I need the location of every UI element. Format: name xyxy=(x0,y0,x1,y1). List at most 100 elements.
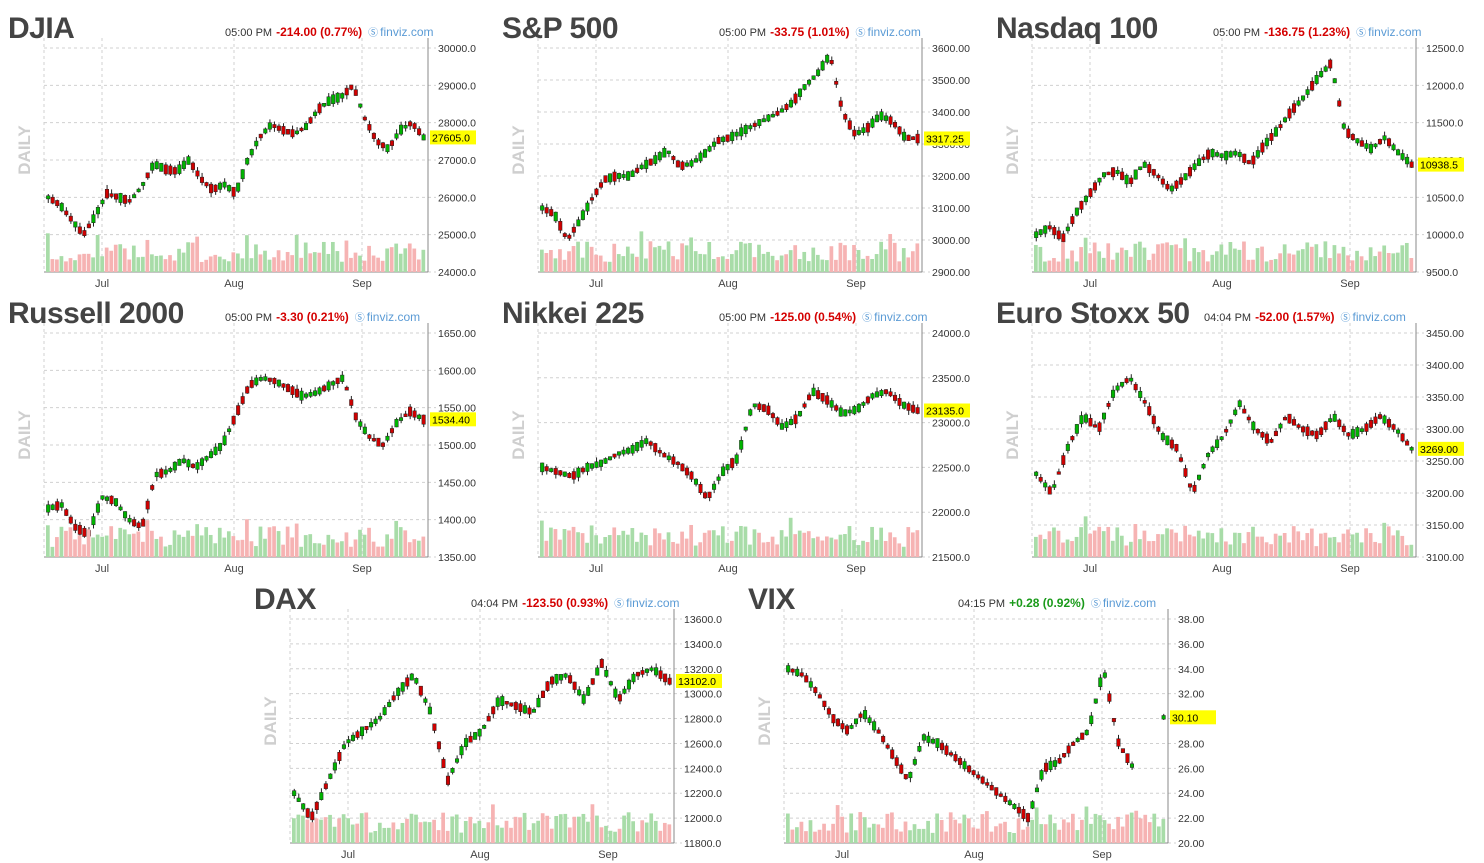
candle-body xyxy=(617,173,622,179)
volume-bar xyxy=(319,819,323,843)
volume-bar xyxy=(308,253,313,272)
volume-bar xyxy=(790,829,795,843)
chart-svg: 13600.013400.013200.013000.012800.012600… xyxy=(261,609,722,861)
candle-body xyxy=(1133,169,1138,180)
volume-bar xyxy=(689,524,694,557)
candle-body xyxy=(1396,149,1401,156)
candle-body xyxy=(788,99,793,108)
candle-body xyxy=(337,752,342,761)
volume-bar xyxy=(549,828,554,843)
candle-body xyxy=(1310,430,1315,436)
volume-bar xyxy=(1251,526,1255,557)
candle-body xyxy=(1387,138,1392,147)
volume-bar xyxy=(743,526,748,557)
volume-bar xyxy=(607,261,612,272)
volume-bar xyxy=(1404,242,1409,272)
volume-bar xyxy=(398,527,403,557)
volume-bar xyxy=(843,245,847,272)
candle-body xyxy=(730,131,735,142)
candle-body xyxy=(1129,763,1134,768)
volume-bar xyxy=(906,257,911,272)
volume-bar xyxy=(1183,238,1188,272)
candle-body xyxy=(1102,412,1107,420)
candle-body xyxy=(1138,390,1143,398)
volume-bar xyxy=(1187,534,1192,557)
candle-body xyxy=(847,409,852,414)
candle-body xyxy=(141,182,146,186)
volume-bar xyxy=(104,535,109,557)
candle-body xyxy=(1080,732,1085,740)
candle-body xyxy=(689,471,694,480)
volume-bar xyxy=(1391,253,1396,272)
volume-bar xyxy=(1328,537,1332,557)
volume-bar xyxy=(784,536,789,557)
volume-bar xyxy=(580,257,585,272)
volume-bar xyxy=(1296,531,1301,557)
candle-body xyxy=(399,124,404,135)
volume-bar xyxy=(844,832,849,843)
y-tick-label: 3350.00 xyxy=(1426,392,1464,404)
chart-svg: 3450.003400.003350.003300.003250.003200.… xyxy=(1003,323,1464,575)
candle-body xyxy=(902,131,907,141)
volume-bar xyxy=(1242,543,1246,557)
volume-bar xyxy=(576,241,580,272)
volume-bar xyxy=(1368,247,1373,272)
volume-bar xyxy=(639,532,644,557)
candle-body xyxy=(784,104,789,110)
candle-body xyxy=(635,442,640,452)
candle-body xyxy=(1165,183,1170,190)
candle-body xyxy=(906,134,911,141)
volume-bar xyxy=(272,526,276,557)
volume-bar xyxy=(367,527,371,557)
volume-bar xyxy=(477,820,482,843)
volume-bar xyxy=(50,546,55,557)
quote-time: 05:00 PM xyxy=(719,27,767,39)
candle-body xyxy=(1273,430,1278,437)
candle-body xyxy=(874,391,879,398)
candle-body xyxy=(757,119,762,126)
candle-body xyxy=(1350,134,1355,140)
volume-bar xyxy=(631,821,636,843)
volume-bar xyxy=(912,824,917,843)
candle-body xyxy=(1097,177,1102,183)
candle-body xyxy=(396,687,401,696)
y-tick-label: 20.00 xyxy=(1178,838,1204,850)
candle-body xyxy=(394,419,399,428)
candle-body xyxy=(684,467,689,476)
volume-bar xyxy=(585,241,589,272)
y-tick-label: 1350.00 xyxy=(438,552,476,564)
volume-bar xyxy=(590,804,595,843)
volume-bar xyxy=(423,821,427,843)
candle-body xyxy=(1233,409,1238,415)
volume-bar xyxy=(414,814,418,843)
volume-bar xyxy=(122,529,127,557)
candle-body xyxy=(1215,439,1220,448)
volume-bar xyxy=(870,259,874,272)
last-price-label: 3269.00 xyxy=(1420,444,1458,456)
candle-body xyxy=(843,114,848,120)
candle-body xyxy=(852,129,857,137)
candle-body xyxy=(1319,427,1324,435)
volume-bar xyxy=(82,544,86,557)
volume-bar xyxy=(407,542,412,557)
volume-bar xyxy=(317,252,322,272)
candle-body xyxy=(118,506,123,511)
quote-time: 05:00 PM xyxy=(225,27,273,39)
candle-body xyxy=(340,93,345,99)
candle-body xyxy=(577,689,582,696)
y-tick-label: 22500.0 xyxy=(932,462,970,474)
candle-body xyxy=(680,463,685,472)
y-tick-label: 12000.0 xyxy=(1426,80,1464,92)
volume-bar xyxy=(1043,261,1047,272)
candle-body xyxy=(958,757,963,765)
volume-bar xyxy=(716,257,721,272)
chart-panel-sp500: 3600.003500.003400.003300.003200.003100.… xyxy=(494,10,978,292)
